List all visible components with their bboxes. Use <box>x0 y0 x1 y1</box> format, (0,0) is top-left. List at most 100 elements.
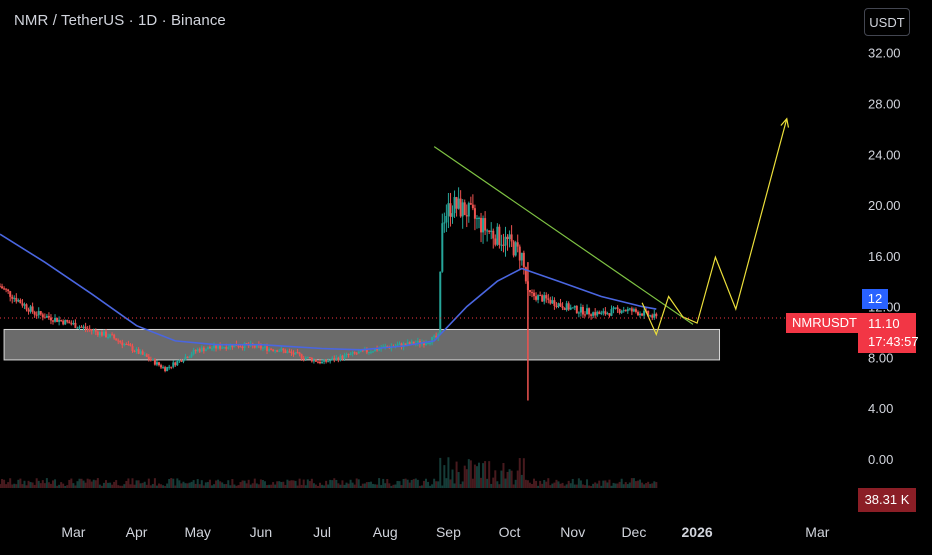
candle-body <box>298 352 301 355</box>
candle-body <box>208 347 211 349</box>
volume-bar <box>243 480 246 488</box>
volume-bar <box>551 483 554 488</box>
volume-bar <box>41 480 44 488</box>
candle-body <box>117 340 120 342</box>
candle-body <box>596 311 599 316</box>
candle-body <box>70 323 73 325</box>
symbol-header[interactable]: NMR / TetherUS · 1D · Binance <box>14 12 226 29</box>
projection-path <box>641 118 788 337</box>
candle-body <box>21 303 24 306</box>
volume-bar <box>602 480 605 488</box>
volume-bar <box>577 478 580 488</box>
candle-body <box>486 230 489 232</box>
volume-bar <box>488 461 491 488</box>
candle-body <box>96 331 99 336</box>
volume-bar <box>239 482 242 488</box>
projection-arrowhead <box>780 117 790 128</box>
candle-body <box>170 366 173 368</box>
volume-bar <box>557 481 560 488</box>
volume-bar <box>213 484 216 488</box>
volume-bar <box>300 484 303 488</box>
candle-body <box>427 343 430 345</box>
candle-body <box>639 313 642 316</box>
candle-body <box>84 326 87 329</box>
volume-bar <box>164 485 167 488</box>
candle-body <box>292 353 295 355</box>
volume-bar <box>592 483 595 488</box>
volume-bar <box>567 480 570 488</box>
candle-body <box>594 312 597 316</box>
candle-body <box>477 217 480 219</box>
volume-bar <box>58 484 61 488</box>
volume-bar <box>339 484 342 488</box>
candle-body <box>155 362 158 365</box>
volume-bar <box>406 479 409 488</box>
candle-body <box>577 312 580 314</box>
volume-bar <box>131 478 134 488</box>
candle-body <box>98 332 101 336</box>
candle-body <box>331 358 334 361</box>
candle-body <box>31 306 34 312</box>
candle-body <box>349 353 352 356</box>
candle-body <box>266 346 269 351</box>
candle-body <box>361 350 364 352</box>
candle-body <box>213 345 216 349</box>
candle-body <box>321 361 324 364</box>
candle-body <box>308 357 311 359</box>
volume-bar <box>435 481 438 488</box>
volume-bar <box>369 481 372 488</box>
volume-bar <box>639 479 642 488</box>
volume-bar <box>102 482 105 488</box>
volume-bar <box>651 483 654 488</box>
candle-body <box>337 357 340 361</box>
currency-button[interactable]: USDT <box>864 8 910 36</box>
volume-bar <box>333 478 336 488</box>
support-zone <box>3 328 721 361</box>
volume-bar <box>604 480 607 488</box>
volume-bar <box>475 466 478 488</box>
volume-bar <box>147 478 150 488</box>
candle-body <box>502 244 505 246</box>
volume-bar <box>349 479 352 488</box>
volume-bar <box>227 480 230 488</box>
x-axis-tick-label: Sep <box>436 524 461 540</box>
volume-bar <box>229 485 232 488</box>
candle-body <box>588 308 591 315</box>
candle-body <box>416 340 419 344</box>
volume-bar <box>583 485 586 488</box>
volume-bar <box>653 481 656 488</box>
volume-bar <box>443 465 446 488</box>
candle-body <box>563 308 566 310</box>
volume-bar <box>198 484 201 488</box>
volume-bar <box>23 480 26 488</box>
candle-body <box>590 314 593 316</box>
volume-bar <box>174 485 177 488</box>
candle-body <box>447 203 450 216</box>
candle-body <box>614 307 617 309</box>
candle-body <box>29 306 32 312</box>
candle-body <box>494 238 497 245</box>
candle-body <box>94 330 97 332</box>
candle-body <box>33 311 36 315</box>
candle-body <box>58 319 61 322</box>
volume-bar <box>51 480 54 488</box>
candle-body <box>410 341 413 345</box>
candle-body <box>217 345 220 349</box>
candle-body <box>82 326 85 328</box>
volume-bar <box>480 477 483 488</box>
volume-bar <box>506 471 509 488</box>
candle-body <box>284 350 287 353</box>
candle-body <box>549 299 552 304</box>
candle-body <box>198 349 201 352</box>
candle-body <box>439 271 442 335</box>
candle-body <box>374 348 377 352</box>
volume-bar <box>137 480 140 488</box>
candle-body <box>571 307 574 309</box>
volume-bar <box>382 478 385 488</box>
volume-bar <box>455 461 458 488</box>
volume-bar <box>33 484 36 488</box>
volume-bar <box>310 478 313 488</box>
candle-body <box>312 359 315 362</box>
